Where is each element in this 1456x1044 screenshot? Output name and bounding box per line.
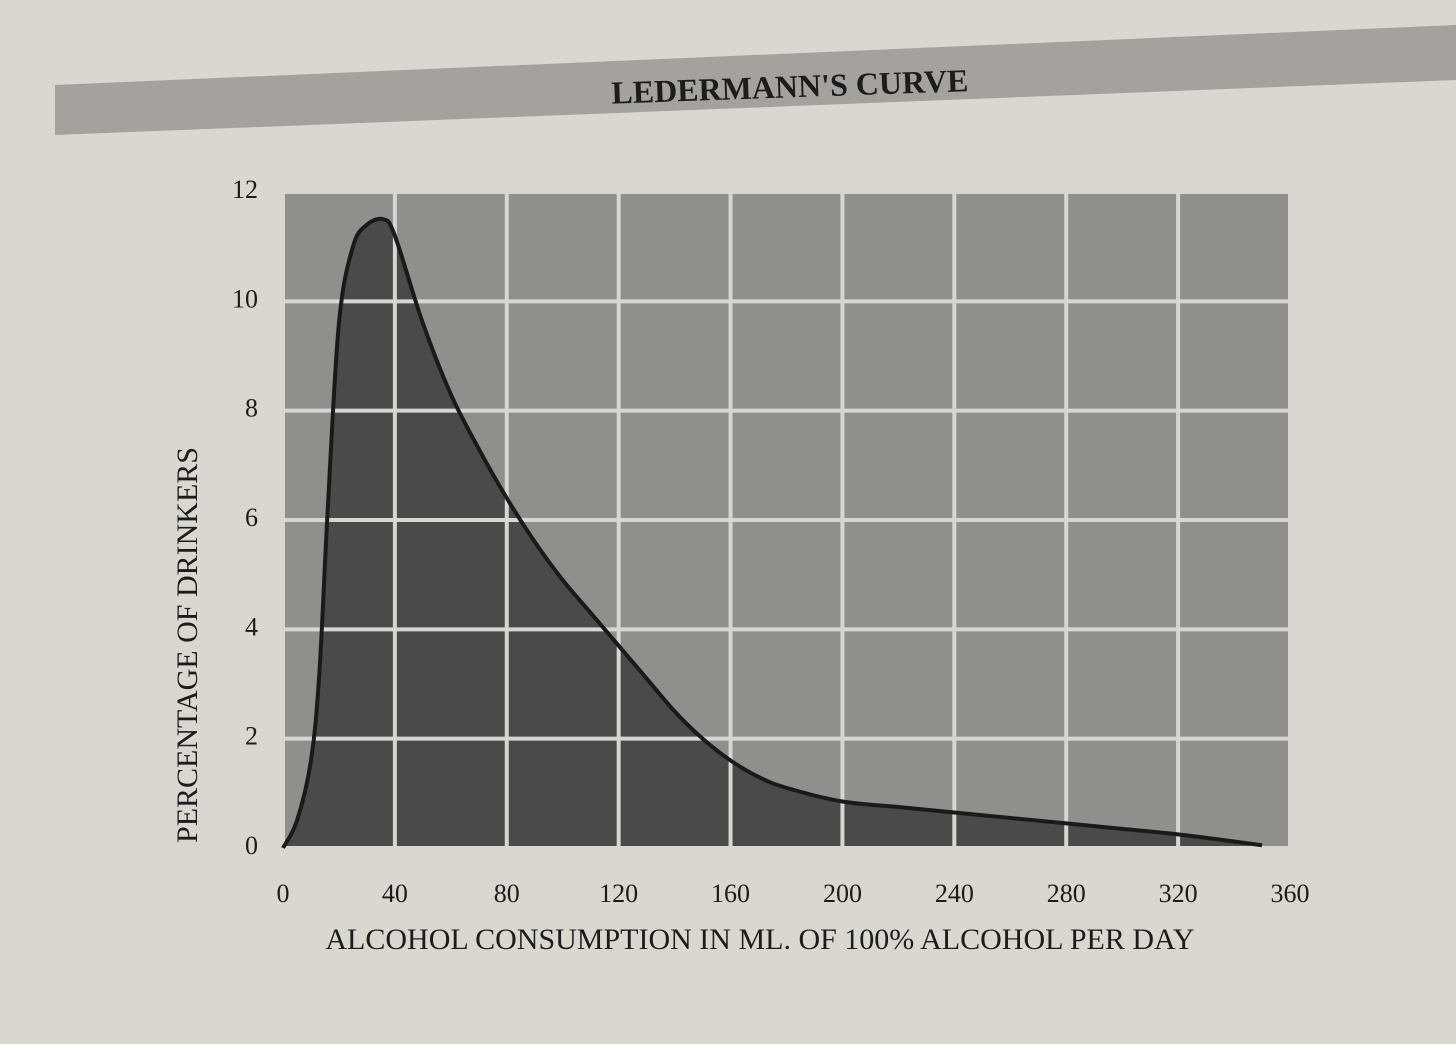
x-tick-label: 200: [823, 879, 862, 908]
y-tick-label: 2: [245, 722, 258, 751]
y-tick-label: 0: [245, 831, 258, 860]
y-tick-label: 12: [232, 175, 258, 204]
x-tick-label: 80: [494, 879, 520, 908]
x-tick-label: 360: [1271, 879, 1310, 908]
y-tick-label: 4: [245, 612, 258, 641]
x-tick-label: 0: [277, 879, 290, 908]
x-tick-label: 40: [382, 879, 408, 908]
curve-line: [281, 216, 1263, 849]
y-tick-label: 8: [245, 394, 258, 423]
title-band: [55, 25, 1456, 135]
x-tick-label: 120: [599, 879, 638, 908]
x-tick-label: 320: [1159, 879, 1198, 908]
y-tick-label: 6: [245, 503, 258, 532]
x-tick-label: 160: [711, 879, 750, 908]
y-tick-label: 10: [232, 284, 258, 313]
x-axis-title: ALCOHOL CONSUMPTION IN ML. OF 100% ALCOH…: [325, 923, 1194, 956]
x-tick-label: 240: [935, 879, 974, 908]
area: [283, 218, 1263, 848]
y-axis-title: PERCENTAGE OF DRINKERS: [171, 447, 204, 843]
x-tick-label: 280: [1047, 879, 1086, 908]
